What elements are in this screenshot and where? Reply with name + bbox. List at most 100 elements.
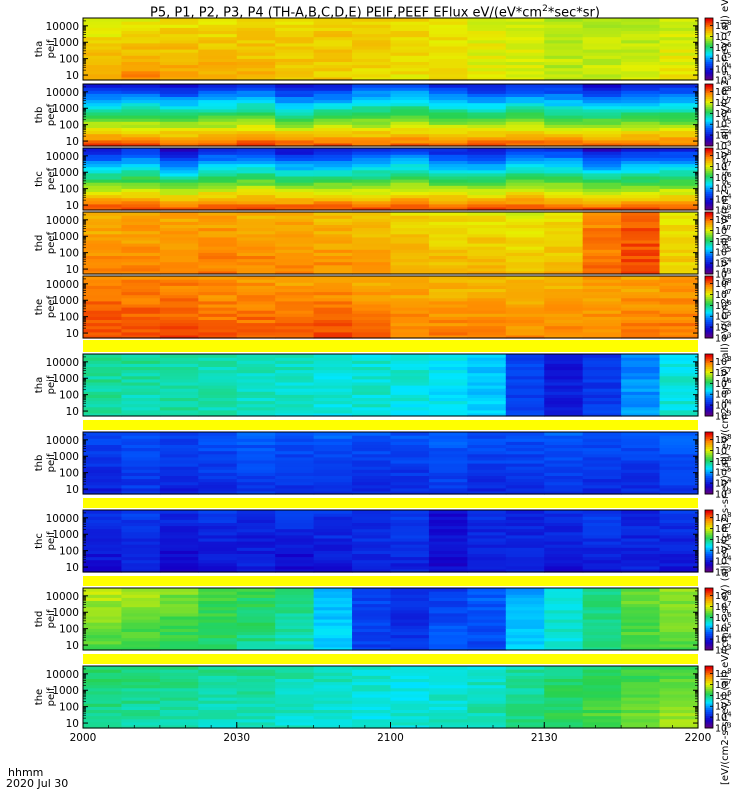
spectrogram-cell [505,634,545,639]
spectrogram-cell [390,313,430,317]
spectrogram-cell [428,27,468,31]
colorbar-segment [705,672,713,675]
spectrogram-cell [313,603,353,608]
spectrogram-cell [544,472,584,476]
spectrogram-cell [467,70,507,75]
spectrogram-cell [121,285,161,289]
spectrogram-cell [582,600,622,605]
spectrogram-cell [390,435,430,439]
spectrogram-cell [390,391,430,395]
spectrogram-cell [428,172,468,177]
spectrogram-cell [121,218,161,222]
spectrogram-cell [275,127,315,132]
spectrogram-cell [236,363,276,367]
spectrogram-cell [313,706,353,710]
spectrogram-cell [275,466,315,470]
spectrogram-cell [198,230,238,235]
spectrogram-cell [467,709,507,714]
spectrogram-cell [236,136,276,141]
spectrogram-cell [352,375,392,380]
spectrogram-cell [544,459,584,464]
spectrogram-cell [275,700,315,704]
spectrogram-cell [505,188,545,192]
spectrogram-cell [505,264,545,269]
spectrogram-cell [83,712,123,717]
spectrogram-cell [121,360,161,364]
spectrogram-cell [621,328,661,333]
spectrogram-cell [505,687,545,692]
spectrogram-cell [505,669,545,673]
panel-label-species: peif [46,531,57,550]
spectrogram-cell [275,55,315,59]
spectrogram-cell [159,394,199,398]
spectrogram-cell [352,185,392,189]
spectrogram-cell [198,322,238,327]
spectrogram-cell [352,142,392,147]
spectrogram-cell [198,172,238,177]
spectrogram-cell [352,243,392,247]
spectrogram-cell [275,70,315,75]
spectrogram-cell [275,279,315,283]
y-tick-label: 10000 [46,591,79,603]
spectrogram-cell [275,175,315,180]
spectrogram-cell [582,360,622,364]
spectrogram-cell [352,646,392,651]
spectrogram-cell [621,166,661,171]
spectrogram-cell [390,459,430,464]
spectrogram-cell [428,534,468,539]
spectrogram-cell [198,96,238,101]
spectrogram-cell [505,334,545,339]
spectrogram-cell [198,127,238,132]
spectrogram-cell [467,447,507,452]
spectrogram-cell [313,224,353,229]
spectrogram-cell [659,609,699,614]
spectrogram-cell [505,643,545,648]
spectrogram-cell [313,121,353,125]
colorbar-segment [705,234,713,238]
spectrogram-cell [159,366,199,371]
spectrogram-cell [198,513,238,517]
colorbar-segment [705,604,713,608]
spectrogram-cell [467,469,507,473]
spectrogram-cell [352,378,392,383]
spectrogram-cell [621,628,661,632]
spectrogram-cell [159,118,199,122]
spectrogram-cell [544,481,584,486]
spectrogram-cell [236,224,276,229]
colorbar-segment [705,440,713,443]
spectrogram-cell [236,712,276,717]
spectrogram-cell [236,646,276,651]
spectrogram-cell [198,76,238,81]
spectrogram-cell [159,709,199,714]
colorbar-segment [705,271,713,275]
spectrogram-cell [505,139,545,144]
spectrogram-cell [121,249,161,253]
spectrogram-cell [313,718,353,723]
spectrogram-cell [428,550,468,554]
spectrogram-cell [621,484,661,489]
colorbar-segment [705,413,713,417]
spectrogram-cell [544,562,584,567]
spectrogram-cell [83,179,123,183]
spectrogram-cell [83,603,123,608]
spectrogram-cell [390,675,430,679]
spectrogram-cell [275,36,315,41]
colorbar-segment [705,376,713,380]
spectrogram-cell [159,397,199,402]
colorbar-segment [705,621,713,624]
spectrogram-cell [467,218,507,222]
spectrogram-cell [121,160,161,165]
spectrogram-cell [582,139,622,144]
spectrogram-cell [505,435,545,439]
spectrogram-cell [275,487,315,492]
spectrogram-cell [621,478,661,483]
colorbar-segment [705,292,713,296]
spectrogram-cell [83,172,123,177]
spectrogram-cell [121,591,161,595]
spectrogram-cell [390,606,430,611]
y-tick-label: 1000 [52,231,79,243]
y-tick-label: 10 [66,406,79,418]
spectrogram-cell [236,706,276,710]
spectrogram-cell [621,562,661,567]
